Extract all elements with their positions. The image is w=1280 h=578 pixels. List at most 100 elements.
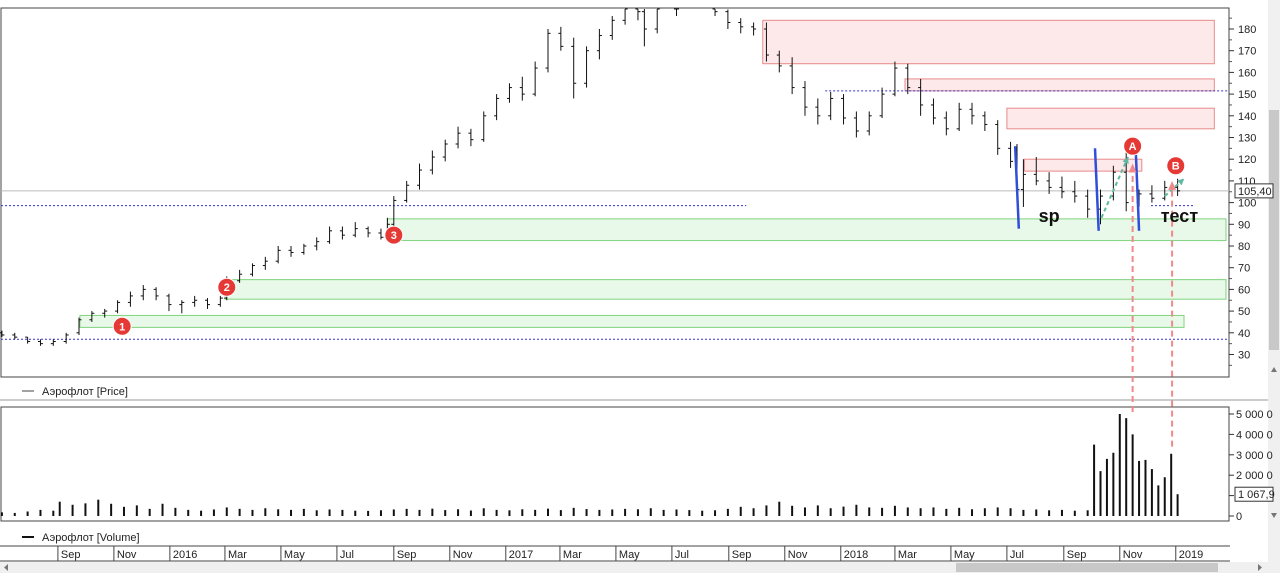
price-bar bbox=[995, 120, 1001, 155]
volume-axis-label: 4 000 0 bbox=[1236, 429, 1273, 441]
price-bar bbox=[815, 98, 821, 125]
price-axis-label: 60 bbox=[1238, 284, 1250, 296]
resistance-zone bbox=[762, 19, 1215, 65]
price-axis-label: 70 bbox=[1238, 263, 1250, 275]
date-axis-label: May bbox=[284, 549, 305, 561]
vertical-scrollbar[interactable] bbox=[1268, 0, 1280, 573]
price-bar bbox=[455, 126, 461, 149]
price-axis-label: 40 bbox=[1238, 328, 1250, 340]
vertical-scrollbar-thumb[interactable] bbox=[1269, 110, 1279, 350]
price-bar bbox=[571, 37, 577, 99]
chart-marker-circle bbox=[384, 225, 404, 245]
price-bar bbox=[802, 81, 808, 116]
horizontal-scrollbar-thumb[interactable] bbox=[956, 563, 1218, 572]
price-bar bbox=[673, 8, 679, 16]
volume-legend-label: Аэрофлот [Volume] bbox=[42, 532, 140, 544]
price-bar bbox=[712, 8, 718, 16]
price-bar bbox=[494, 94, 500, 121]
scroll-up-arrow-icon[interactable] bbox=[1271, 367, 1277, 372]
price-bar bbox=[179, 300, 185, 314]
price-bar bbox=[879, 87, 885, 118]
scroll-right-arrow-icon[interactable] bbox=[1258, 564, 1262, 571]
volume-axis-label: 0 bbox=[1236, 511, 1242, 523]
price-bar bbox=[468, 128, 474, 147]
volume-legend: Аэрофлот [Volume] bbox=[22, 532, 140, 544]
volume-axis-label: 3 000 0 bbox=[1236, 450, 1273, 462]
date-axis-label: Jul bbox=[1010, 549, 1024, 561]
scroll-left-arrow-icon[interactable] bbox=[4, 564, 8, 571]
price-bar bbox=[262, 256, 268, 270]
date-axis-label: 2018 bbox=[844, 549, 868, 561]
price-bar bbox=[1162, 180, 1168, 201]
price-bar bbox=[275, 246, 281, 264]
last-volume-box bbox=[1234, 486, 1274, 502]
scroll-down-arrow-icon[interactable] bbox=[1271, 513, 1277, 518]
price-bar bbox=[596, 29, 602, 60]
price-axis-label: 130 bbox=[1238, 133, 1256, 145]
chart-annotation-text: sp bbox=[1039, 206, 1060, 226]
price-bar bbox=[905, 63, 911, 95]
price-bar bbox=[545, 29, 551, 73]
volume-axis-label: 5 000 0 bbox=[1236, 409, 1273, 421]
chart-marker-label: B bbox=[1172, 161, 1180, 173]
price-axis-label: 50 bbox=[1238, 306, 1250, 318]
chart-marker-circle bbox=[112, 316, 132, 336]
price-bar bbox=[763, 22, 769, 62]
volume-axis-label: 2 000 0 bbox=[1236, 470, 1273, 482]
chart-marker-label: 1 bbox=[119, 321, 125, 333]
date-axis-label: Nov bbox=[1123, 549, 1143, 561]
price-bar bbox=[192, 295, 198, 307]
price-bar bbox=[725, 9, 731, 29]
price-bar bbox=[982, 111, 988, 131]
horizontal-scrollbar[interactable] bbox=[0, 562, 1268, 573]
price-bar bbox=[166, 293, 172, 312]
price-bar bbox=[339, 226, 345, 240]
date-axis-label: 2017 bbox=[509, 549, 533, 561]
price-bar bbox=[37, 339, 43, 346]
blue-vertical-mark bbox=[1134, 141, 1141, 231]
price-bar bbox=[751, 22, 757, 36]
price-bar bbox=[1175, 178, 1181, 197]
price-legend: Аэрофлот [Price] bbox=[22, 386, 128, 398]
price-bar bbox=[314, 237, 320, 251]
price-axis-label: 90 bbox=[1238, 219, 1250, 231]
date-axis-label: Jul bbox=[340, 549, 354, 561]
trend-arrow-head bbox=[1177, 178, 1185, 186]
price-bar bbox=[622, 8, 628, 25]
price-bar bbox=[12, 332, 18, 340]
price-bar bbox=[50, 339, 56, 346]
chart-marker: 1 bbox=[112, 316, 132, 336]
price-bar bbox=[506, 83, 512, 103]
resistance-zone bbox=[904, 78, 1215, 92]
price-bar bbox=[558, 26, 564, 51]
price-bar bbox=[609, 15, 615, 40]
chart-annotation-text: тест bbox=[1161, 206, 1199, 226]
date-axis-label: May bbox=[954, 549, 975, 561]
date-axis-label: Sep bbox=[61, 549, 81, 561]
price-bar bbox=[237, 269, 243, 283]
resistance-zone bbox=[1006, 107, 1215, 130]
last-price-box bbox=[1234, 183, 1274, 199]
price-bar bbox=[519, 76, 525, 101]
price-bar bbox=[1046, 172, 1052, 194]
price-bar bbox=[115, 300, 121, 314]
price-bar bbox=[584, 46, 590, 88]
price-bar bbox=[127, 291, 133, 307]
price-bar bbox=[153, 287, 159, 301]
date-axis-label: Nov bbox=[453, 549, 473, 561]
chart-marker: 2 bbox=[217, 277, 237, 297]
last-volume-label: 1 067,9 bbox=[1238, 489, 1275, 501]
price-bar bbox=[0, 330, 5, 338]
support-zone bbox=[224, 279, 1227, 300]
price-bar bbox=[1085, 189, 1091, 218]
chart-marker: B bbox=[1166, 156, 1186, 176]
date-axis-label: Nov bbox=[788, 549, 808, 561]
volume-arrow-head bbox=[1168, 180, 1177, 190]
price-axis-label: 120 bbox=[1238, 154, 1256, 166]
chart-marker-circle bbox=[1166, 156, 1186, 176]
price-bar bbox=[217, 295, 223, 307]
price-bar bbox=[1033, 157, 1039, 186]
date-axis-label: Sep bbox=[732, 549, 752, 561]
date-axis-label: Mar bbox=[898, 549, 917, 561]
